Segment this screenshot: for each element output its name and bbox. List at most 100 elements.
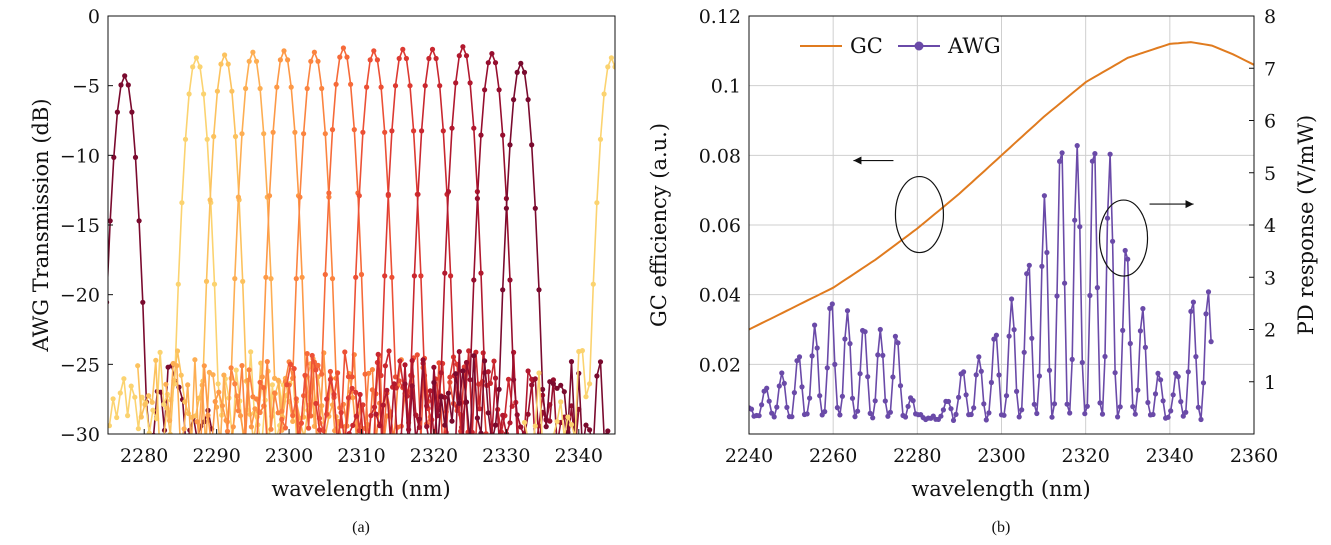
chart-b-awg-point [953,411,959,417]
chart-a-data-point [288,84,294,90]
chart-a-data-point [460,44,466,50]
chart-a-data-point [353,274,359,280]
chart-a-data-point [232,381,238,387]
chart-a-data-point [315,58,321,64]
chart-a-data-point [544,437,549,442]
chart-b-awg-point [789,414,795,420]
chart-b-awg-point [1089,158,1095,164]
chart-b-awg-point [832,361,838,367]
chart-b-awg-point [1014,388,1020,394]
chart-a-data-point [623,200,628,205]
chart-a-data-point [440,128,446,134]
chart-a-data-point [649,359,654,364]
chart-a-series-channel [373,44,553,440]
chart-b-awg-point [940,407,947,413]
chart-a-data-point [420,357,426,363]
chart-a-data-point [386,348,392,354]
chart-a-data-point [322,271,328,278]
chart-a-data-point [228,365,234,371]
chart-a-data-point [507,277,513,283]
chart-a-data-point [415,191,421,197]
chart-b-awg-point [1097,400,1103,406]
chart-b-xlabel: wavelength (nm) [911,477,1090,501]
chart-a-data-point [275,377,281,383]
chart-a-data-point [521,419,528,426]
chart-a-data-point [239,363,245,369]
chart-a-data-point [346,431,352,434]
chart-a-data-point [192,357,198,363]
chart-a-data-point [380,402,386,408]
chart-b-awg-point [776,383,782,389]
chart-a-data-point [660,430,665,435]
chart-a-data-point [587,381,593,387]
chart-a-data-point [381,438,386,443]
chart-a-data-point [500,412,506,418]
chart-a-data-point [329,127,336,133]
chart-b-awg-point [1077,224,1083,230]
chart-a: 2280 2290 2300 2310 2320 2330 2340 −30 −25 −20 −15… [29,6,697,536]
chart-a-data-point [46,389,51,394]
chart-a-data-point [532,423,538,429]
chart-a-data-point [108,218,113,224]
chart-a-data-point [375,351,381,357]
chart-a-data-point [319,371,325,377]
chart-a-data-point [150,407,156,413]
chart-a-data-point [204,136,210,142]
chart-a-data-point [500,287,506,293]
chart-a-data-point [515,435,520,440]
chart-b-awg-point [996,372,1002,378]
chart-a-data-point [369,387,375,393]
chart-a-data-point [237,413,244,419]
chart-a-data-point [360,129,366,135]
chart-a-ytick-label: −20 [60,285,100,307]
chart-b-awg-point [1084,403,1090,409]
chart-b-awg-point [827,305,833,311]
chart-a-data-point [284,382,290,388]
chart-a-data-point [182,136,189,142]
chart-a-data-point [605,428,611,434]
chart-a-data-point [297,194,303,200]
chart-b-ytick-label: 0.02 [699,354,741,376]
chart-b-xtick-label: 2260 [809,445,857,467]
chart-a-data-point [331,391,337,397]
chart-a-data-point [482,87,488,93]
chart-a-data-point [313,400,319,407]
chart-a-data-point [471,277,477,283]
chart-a-data-point [290,412,296,419]
chart-a-data-point [485,369,491,375]
chart-b-awg-point [764,385,770,391]
chart-a-data-point [261,385,267,391]
chart-a-data-point [181,426,187,432]
chart-a-data-point [179,200,185,206]
chart-b-awg-point [983,417,989,423]
chart-a-data-point [111,154,117,160]
chart-a-data-point [389,128,395,134]
chart-b-annotations [853,156,1194,277]
chart-b-awg-point [978,368,984,374]
chart-b-y2tick-label: 6 [1264,111,1276,133]
chart-a-data-point [174,348,181,354]
chart-b-awg-point [1180,413,1186,419]
chart-b-series-group [749,41,1254,424]
chart-b-awg-point [988,379,995,386]
chart-b-awg-point [885,413,891,419]
chart-a-data-point [503,205,509,211]
chart-a-data-point [117,390,123,396]
chart-b-awg-point [902,414,909,420]
chart-a-data-point [692,389,697,394]
chart-a-data-point [605,64,611,70]
chart-a-data-point [382,273,388,279]
chart-a-data-point [678,357,683,362]
chart-a-data-point [344,54,350,60]
chart-a-data-point [211,281,218,287]
chart-b-awg-point [882,398,888,404]
chart-b-awg-point [814,345,820,351]
chart-b-y2tick-label: 8 [1264,6,1276,28]
chart-b-awg-point [1117,404,1123,410]
chart-a-data-point [135,363,141,369]
chart-b-awg-point [1011,327,1017,333]
chart-b-awg-point [867,410,873,416]
chart-b-awg-point [1155,370,1161,376]
chart-a-data-point [167,418,173,424]
chart-a-data-point [281,48,287,54]
